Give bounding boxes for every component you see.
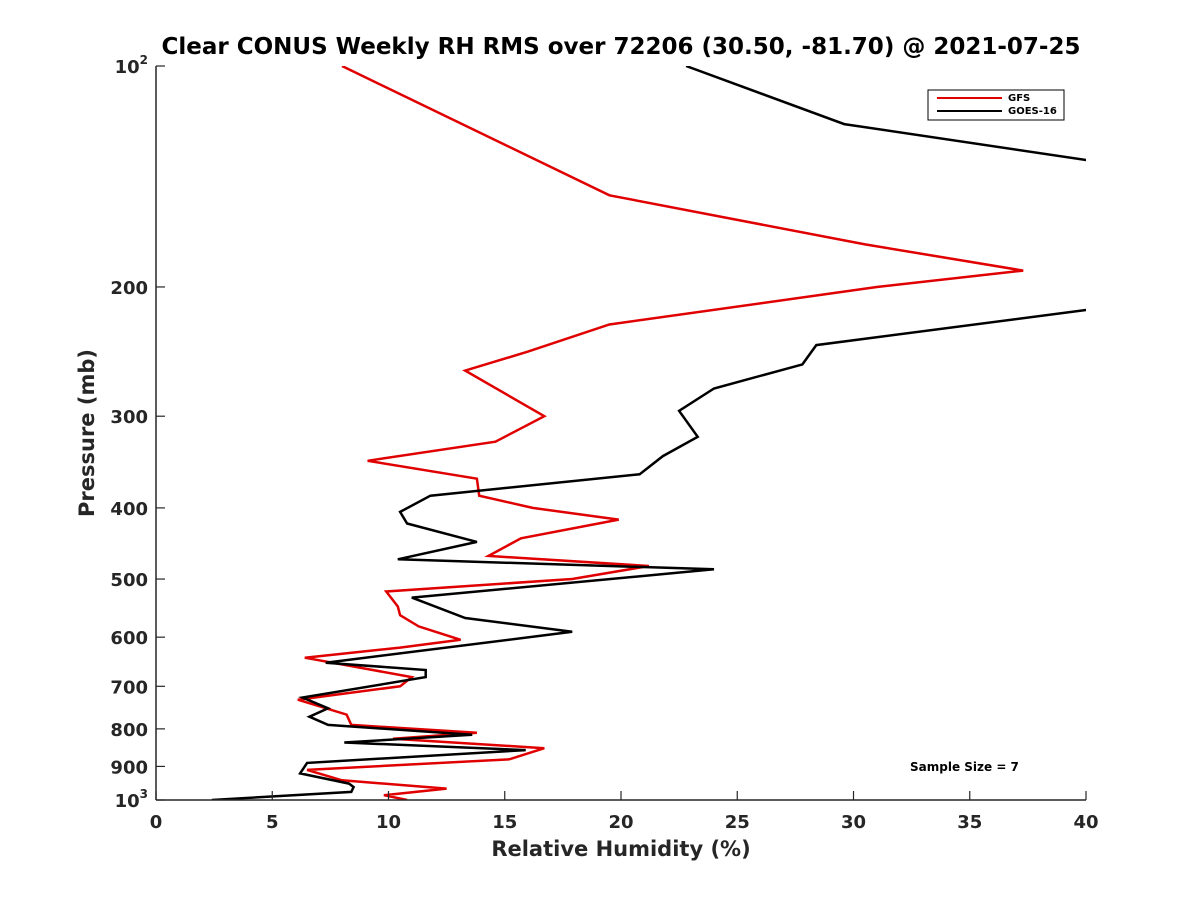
y-tick-label: 700	[110, 677, 148, 698]
y-tick-label: 400	[110, 499, 148, 520]
series-line-gfs	[297, 66, 1024, 800]
chart-title: Clear CONUS Weekly RH RMS over 72206 (30…	[162, 34, 1081, 60]
y-tick-label: 200	[110, 278, 148, 299]
x-tick-label: 40	[1073, 812, 1098, 833]
x-axis-label: Relative Humidity (%)	[491, 837, 750, 861]
sample-size-annotation: Sample Size = 7	[910, 760, 1019, 774]
x-tick-label: 30	[841, 812, 866, 833]
x-tick-label: 0	[150, 812, 163, 833]
x-tick-label: 20	[608, 812, 633, 833]
legend-box	[927, 89, 1065, 121]
x-tick-label: 25	[725, 812, 750, 833]
series-layer	[211, 66, 1086, 800]
series-line-goes16	[211, 66, 1086, 800]
y-tick-label: 800	[110, 720, 148, 741]
legend-label-gfs: GFS	[1008, 93, 1030, 104]
y-tick-label: 102	[115, 53, 148, 78]
y-tick-label: 600	[110, 628, 148, 649]
axes-layer	[155, 66, 1086, 801]
x-tick-label: 5	[266, 812, 279, 833]
x-tick-label: 10	[376, 812, 401, 833]
legend: GFS GOES-16	[927, 89, 1065, 121]
y-tick-label: 500	[110, 570, 148, 591]
y-axis-label: Pressure (mb)	[75, 349, 99, 517]
x-tick-label: 15	[492, 812, 517, 833]
y-tick-label: 103	[115, 787, 148, 812]
x-tick-label: 35	[957, 812, 982, 833]
y-tick-label: 300	[110, 407, 148, 428]
y-tick-label: 900	[110, 757, 148, 778]
ticks-layer: 0 5 10 15 20 25 30 35 40 102 200 300 400 500 600 700 800…	[110, 53, 1098, 833]
legend-label-goes16: GOES-16	[1008, 106, 1057, 117]
